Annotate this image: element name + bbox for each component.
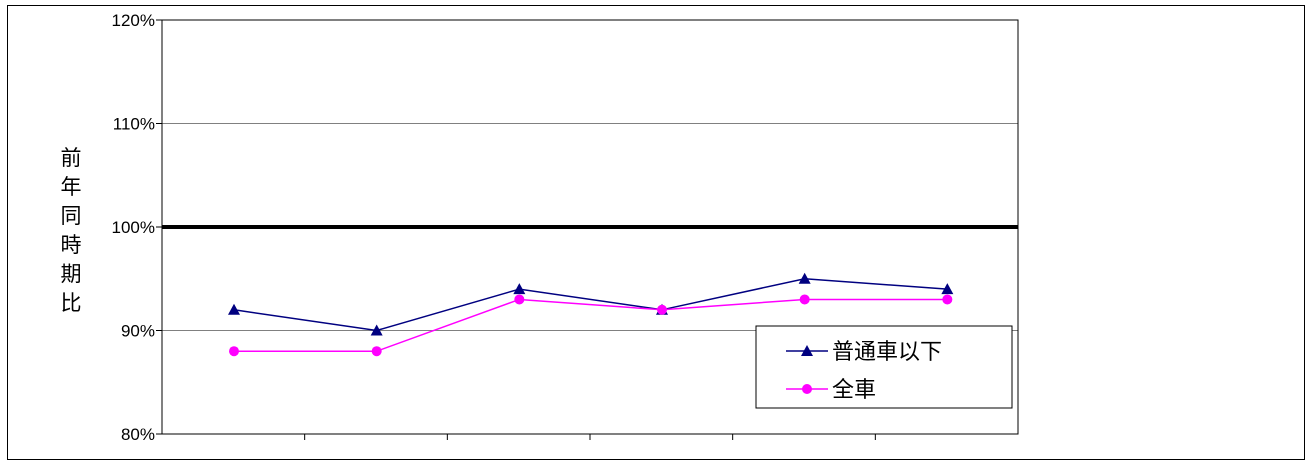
legend-entry: 普通車以下: [786, 340, 942, 365]
data-point-triangle: [513, 283, 526, 295]
gridlines: [162, 19, 1018, 331]
chart-frame: [7, 5, 1305, 460]
data-point-triangle: [941, 283, 954, 295]
data-point-circle: [371, 346, 382, 357]
y-tick-label: 100%: [112, 218, 155, 237]
legend-label: 全車: [832, 378, 876, 403]
y-axis-label-char: 比: [61, 291, 82, 315]
data-point-triangle: [798, 272, 811, 284]
y-axis-ticks: 80% 90% 100% 110% 120%: [112, 11, 162, 444]
legend-marker-triangle: [801, 345, 813, 356]
data-point-circle: [799, 294, 810, 305]
data-point-circle: [942, 294, 953, 305]
legend-label: 普通車以下: [832, 340, 942, 365]
y-axis-label-char: 前: [61, 146, 82, 170]
data-point-circle: [657, 304, 667, 315]
data-point-circle: [514, 294, 525, 305]
y-axis-label-char: 期: [61, 262, 82, 286]
series-1: [229, 294, 953, 357]
y-axis-label-char: 同: [61, 204, 82, 228]
data-point-triangle: [228, 303, 240, 315]
y-tick-label: 110%: [113, 115, 155, 134]
y-tick-label: 90%: [121, 322, 155, 341]
y-axis-label-char: 時: [61, 233, 82, 257]
y-axis-label-char: 年: [61, 175, 82, 199]
legend-box: [755, 325, 1013, 409]
x-axis-ticks: [304, 434, 876, 440]
data-point-circle: [229, 346, 239, 357]
legend-entry: 全車: [786, 378, 876, 403]
series-group: [228, 272, 954, 357]
data-point-triangle: [370, 324, 383, 336]
series-line: [233, 277, 948, 332]
series-line: [234, 298, 948, 352]
legend-marker-circle: [802, 384, 812, 394]
y-tick-label: 120%: [112, 11, 155, 30]
y-tick-label: 80%: [121, 425, 155, 444]
